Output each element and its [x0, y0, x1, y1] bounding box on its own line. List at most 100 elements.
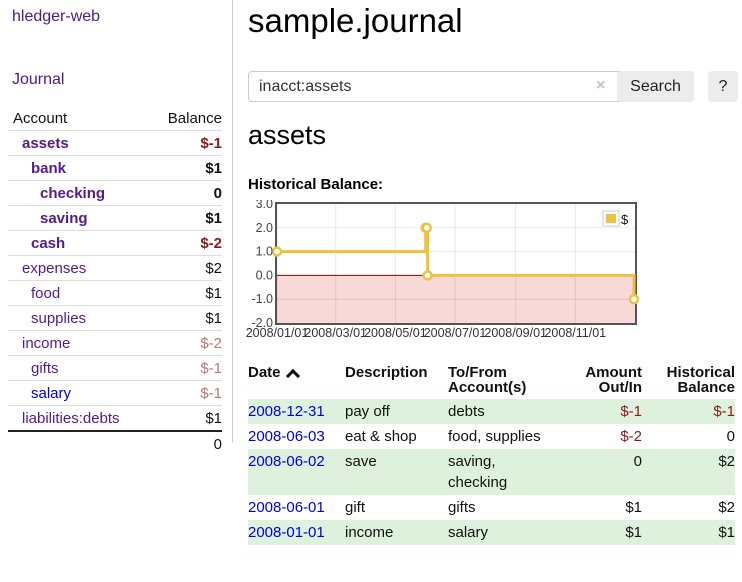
account-row: supplies $1 — [8, 306, 222, 331]
account-row: food $1 — [8, 281, 222, 306]
account-link-liabilities-debts[interactable]: liabilities:debts — [22, 409, 120, 427]
account-balance: $-1 — [200, 384, 222, 402]
chart-border — [275, 202, 637, 325]
account-balance: $-1 — [200, 134, 222, 152]
balance-column-header: Balance — [167, 109, 222, 127]
accounts-list: assets $-1 bank $1 checking 0 saving $1 cash $-2 e… — [8, 131, 222, 430]
register-balance: $-1 — [713, 403, 735, 420]
brand-link[interactable]: hledger-web — [12, 8, 101, 25]
account-link-bank[interactable]: bank — [31, 159, 67, 177]
register-date-link[interactable]: 2008-12-31 — [248, 403, 325, 420]
accounts-table-header: Account Balance — [8, 106, 222, 131]
x-tick-label: 2008/07/01 — [424, 326, 487, 340]
main-content: sample.journal × Search ? assets Histori… — [233, 0, 742, 582]
negative-region — [277, 275, 635, 323]
account-link-assets[interactable]: assets — [22, 134, 69, 152]
legend-label: $ — [621, 212, 629, 227]
account-link-food[interactable]: food — [31, 284, 61, 302]
account-link-saving[interactable]: saving — [40, 209, 88, 227]
clear-search-icon[interactable]: × — [596, 77, 606, 94]
x-tick-label: 2008/03/01 — [304, 326, 367, 340]
search-button[interactable]: Search — [617, 71, 694, 102]
sort-by-date-header[interactable]: Date — [248, 365, 345, 384]
x-tick-label: 2008/11/01 — [544, 326, 606, 340]
x-tick-label: 2008/05/01 — [364, 326, 427, 340]
account-column-header: Account — [13, 109, 68, 127]
account-row: salary $-1 — [8, 381, 222, 406]
help-button[interactable]: ? — [708, 71, 738, 102]
register-date-cell: 2008-12-31 — [248, 401, 345, 422]
register-date-cell: 2008-01-01 — [248, 522, 345, 543]
account-balance: $1 — [205, 159, 222, 177]
account-balance: $-2 — [200, 334, 222, 352]
register-date-cell: 2008-06-01 — [248, 497, 345, 518]
register-amount: $1 — [625, 524, 642, 541]
register-row: 2008-12-31 pay off debts $-1 $-1 — [248, 399, 735, 424]
balance-header: Historical Balance — [666, 364, 735, 396]
data-point-marker — [421, 222, 432, 234]
register-row: 2008-06-03 eat & shop food, supplies $-2 0 — [248, 424, 735, 449]
account-row: income $-2 — [8, 331, 222, 356]
accounts-header: To/From Account(s) — [448, 364, 527, 396]
account-row: assets $-1 — [8, 131, 222, 156]
y-tick-label: -2.0 — [251, 316, 273, 330]
register-amount: 0 — [633, 453, 642, 470]
register-description: eat & shop — [345, 428, 417, 445]
search-input[interactable] — [248, 71, 636, 102]
register-table: Date Description To/From Account(s) Amou… — [248, 365, 735, 545]
account-balance: $-2 — [200, 234, 222, 252]
register-balance: $1 — [718, 524, 735, 541]
register-row: 2008-01-01 income salary $1 $1 — [248, 520, 735, 545]
y-tick-label: -1.0 — [251, 292, 273, 306]
chart-title: Historical Balance: — [248, 176, 384, 193]
register-date-cell: 2008-06-02 — [248, 451, 345, 472]
account-link-expenses[interactable]: expenses — [22, 259, 87, 277]
account-link-income[interactable]: income — [22, 334, 71, 352]
x-tick-label: 2008/09/01 — [484, 326, 547, 340]
register-description: gift — [345, 499, 366, 516]
account-row: gifts $-1 — [8, 356, 222, 381]
register-balance: $2 — [718, 499, 735, 516]
accounts-total-value: 0 — [213, 436, 222, 453]
register-accounts: gifts — [448, 499, 476, 516]
sidebar: hledger-web Journal Account Balance asse… — [0, 0, 233, 453]
account-link-gifts[interactable]: gifts — [31, 359, 59, 377]
x-tick-label: 2008/01/01 — [246, 326, 309, 340]
y-tick-label: 1.0 — [256, 245, 273, 259]
register-date-cell: 2008-06-03 — [248, 426, 345, 447]
register-date-link[interactable]: 2008-01-01 — [248, 524, 325, 541]
page-title: sample.journal — [248, 2, 463, 39]
accounts-panel: Account Balance assets $-1 bank $1 checking 0… — [8, 106, 222, 457]
register-accounts: saving, checking — [448, 453, 508, 491]
account-balance: $-1 — [200, 359, 222, 377]
register-row: 2008-06-02 save saving, checking 0 $2 — [248, 449, 735, 495]
account-link-checking[interactable]: checking — [40, 184, 106, 202]
account-link-salary[interactable]: salary — [31, 384, 72, 402]
register-date-link[interactable]: 2008-06-03 — [248, 428, 325, 445]
data-point-marker — [271, 246, 283, 257]
account-row: cash $-2 — [8, 231, 222, 256]
account-row: liabilities:debts $1 — [8, 406, 222, 430]
register-date-link[interactable]: 2008-06-02 — [248, 453, 325, 470]
account-link-cash[interactable]: cash — [31, 234, 66, 252]
register-accounts: salary — [448, 524, 489, 541]
account-row: expenses $2 — [8, 256, 222, 281]
chevron-up-icon — [285, 368, 300, 384]
account-row: saving $1 — [8, 206, 222, 231]
register-amount: $1 — [625, 499, 642, 516]
account-link-supplies[interactable]: supplies — [31, 309, 87, 327]
register-date-link[interactable]: 2008-06-01 — [248, 499, 325, 516]
account-balance: $1 — [205, 209, 222, 227]
register-balance: 0 — [726, 428, 735, 445]
register-rows: 2008-12-31 pay off debts $-1 $-1 2008-06-03 ea… — [248, 399, 735, 545]
account-balance: 0 — [213, 184, 222, 202]
historical-balance-chart[interactable]: $3.0 2.0 1.0 0.0 -1.0 -2.02008/01/012008/03/0… — [244, 200, 694, 342]
register-amount: $-1 — [620, 403, 642, 420]
register-description: income — [345, 524, 394, 541]
data-point-marker — [422, 270, 433, 281]
account-balance: $1 — [205, 284, 222, 302]
y-tick-label: 3.0 — [256, 200, 273, 211]
sidebar-item-journal[interactable]: Journal — [12, 71, 65, 88]
description-header: Description — [345, 364, 428, 381]
accounts-total-row: 0 — [8, 430, 222, 457]
